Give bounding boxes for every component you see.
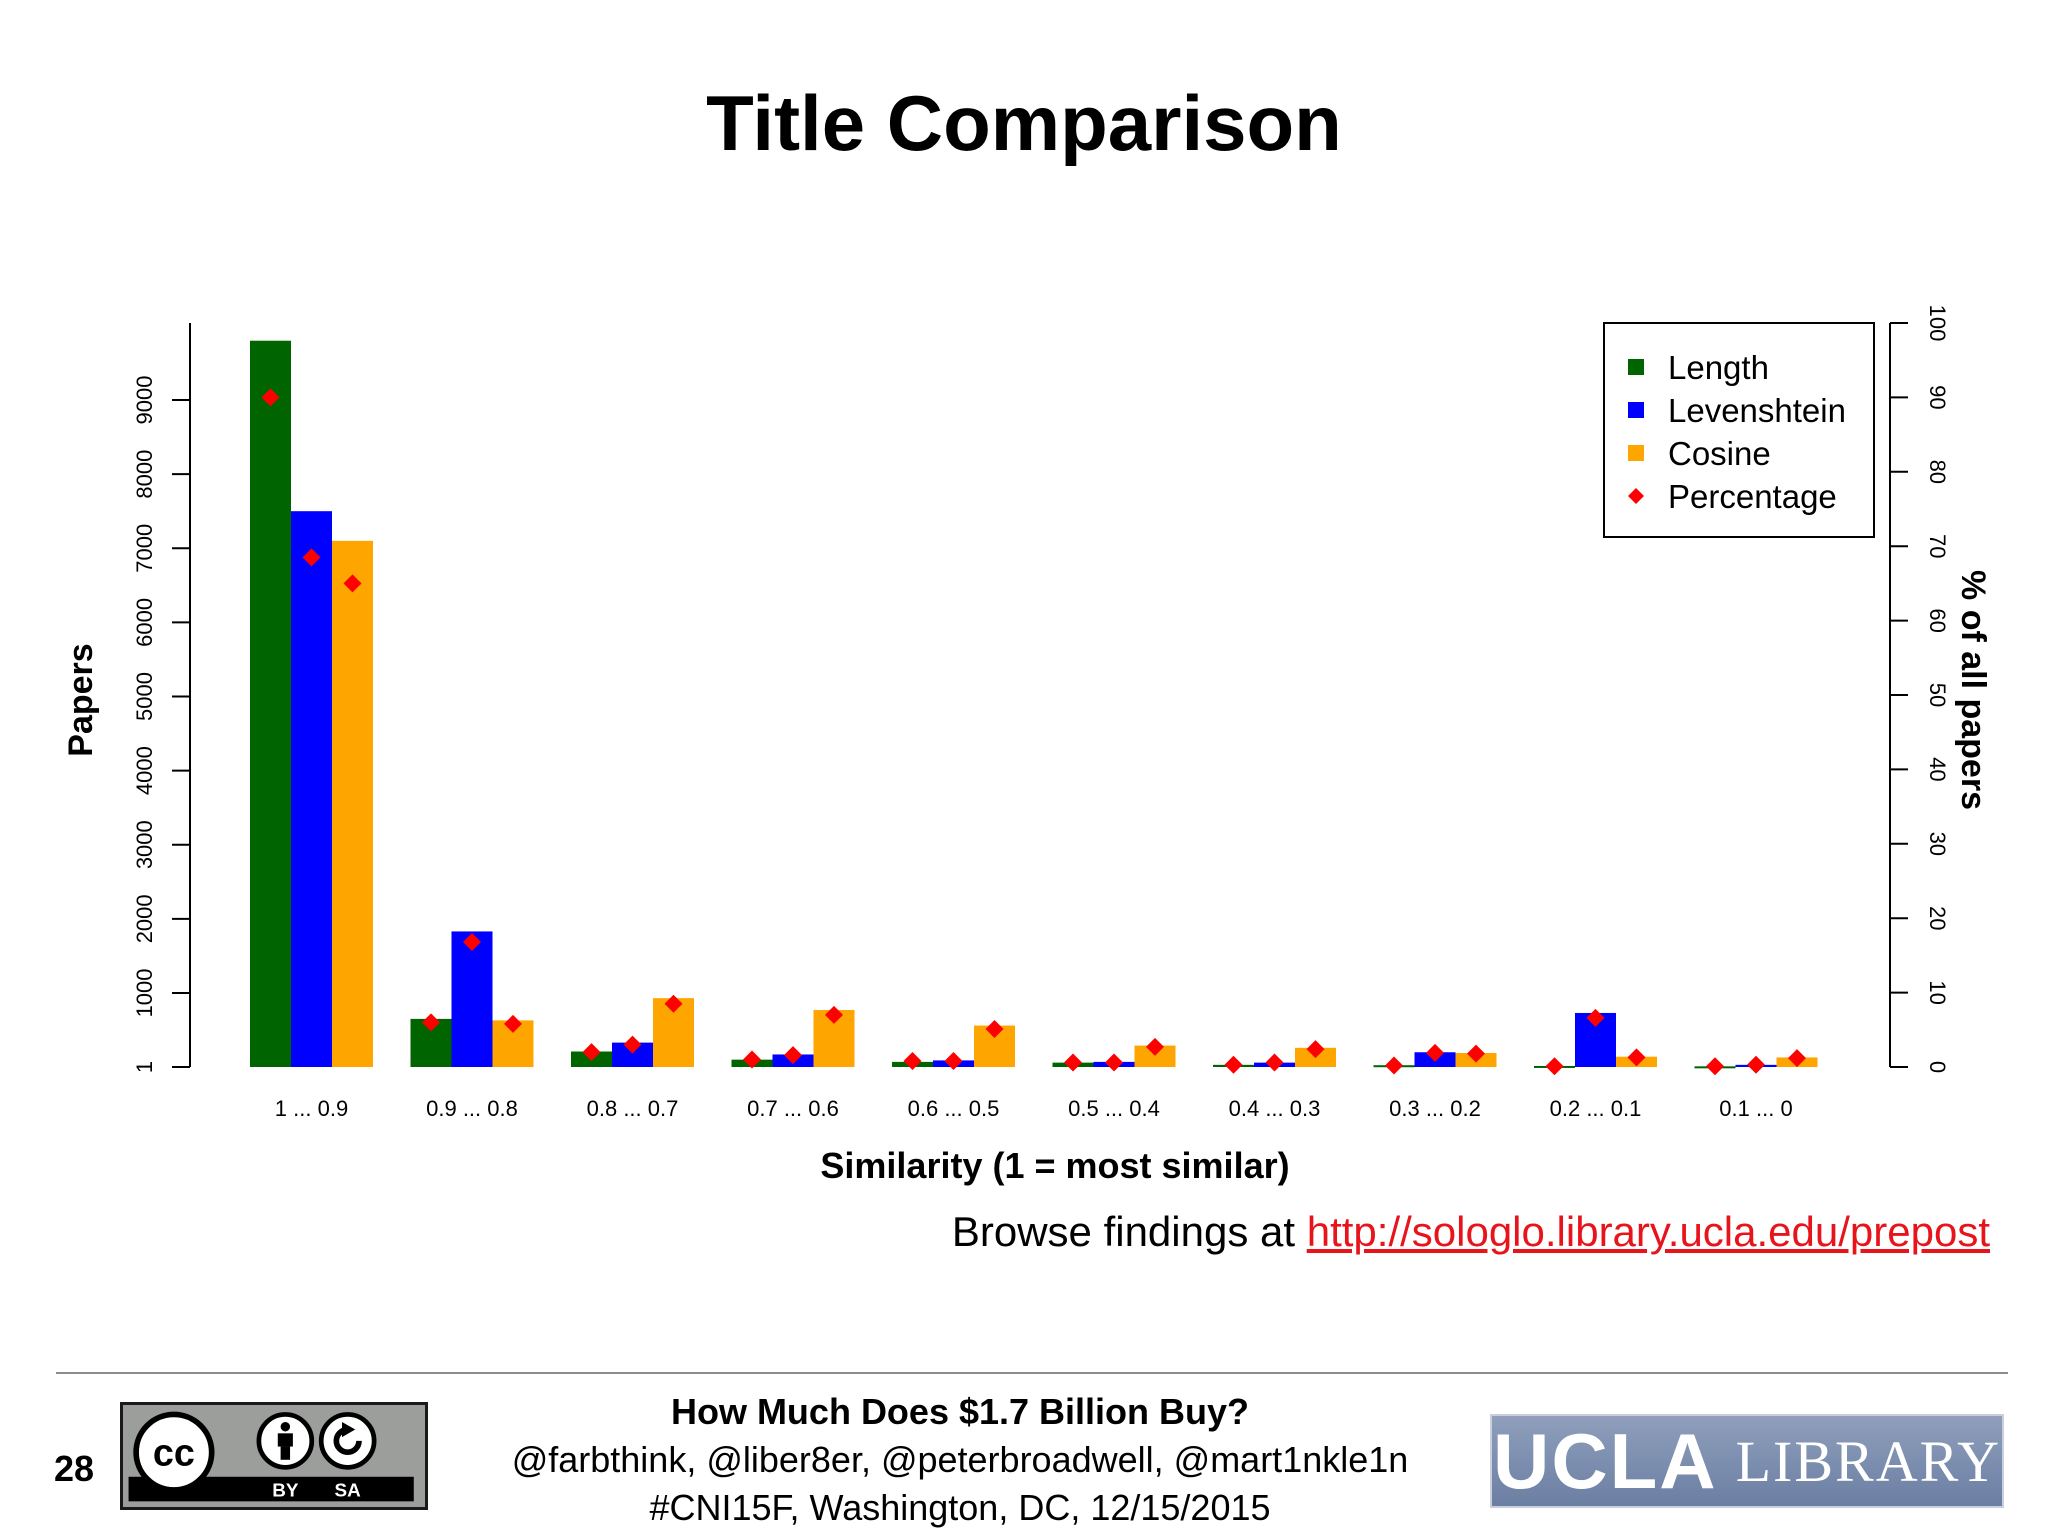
y-tick-label: 4000 xyxy=(132,746,157,795)
percentage-marker xyxy=(1788,1049,1806,1068)
y2-tick-label: 80 xyxy=(1925,460,1950,484)
legend-swatch-length xyxy=(1628,359,1644,375)
percentage-marker xyxy=(1627,1048,1646,1067)
cc-logo-text: cc xyxy=(153,1432,195,1474)
y2-tick-label: 50 xyxy=(1925,683,1950,707)
legend-label: Length xyxy=(1668,349,1769,386)
x-tick-label: 0.8 ... 0.7 xyxy=(587,1096,679,1121)
y-tick-label: 9000 xyxy=(132,376,157,425)
bar-cosine xyxy=(332,540,373,1067)
legend-label: Cosine xyxy=(1668,435,1771,472)
footer-authors: @farbthink, @liber8er, @peterbroadwell, … xyxy=(511,1439,1409,1480)
y2-tick-label: 0 xyxy=(1925,1061,1950,1073)
percentage-marker xyxy=(944,1052,963,1071)
footer-divider xyxy=(56,1372,2008,1374)
y-tick-label: 6000 xyxy=(132,598,157,647)
footer-citation: How Much Does $1.7 Billion Buy? @farbthi… xyxy=(400,1388,1520,1532)
percentage-marker xyxy=(825,1005,843,1024)
footer-talk-title: How Much Does $1.7 Billion Buy? xyxy=(670,1391,1250,1432)
title-comparison-chart: 1100020003000400050006000700080009000Pap… xyxy=(62,305,1992,1186)
percentage-marker xyxy=(1545,1057,1564,1076)
y-axis-title: Papers xyxy=(62,643,100,756)
footer-event: #CNI15F, Washington, DC, 12/15/2015 xyxy=(649,1487,1271,1528)
percentage-marker xyxy=(1306,1040,1325,1059)
ucla-logo-word: UCLA xyxy=(1492,1416,1718,1505)
x-tick-label: 0.4 ... 0.3 xyxy=(1229,1096,1321,1121)
percentage-marker xyxy=(1747,1055,1765,1074)
bar-length xyxy=(250,340,291,1067)
percentage-marker xyxy=(985,1020,1004,1039)
prepost-link[interactable]: http://sologlo.library.ucla.edu/prepost xyxy=(1306,1208,1990,1255)
y2-tick-label: 70 xyxy=(1925,534,1950,558)
legend-label: Levenshtein xyxy=(1668,392,1846,429)
legend-swatch-percentage xyxy=(1628,488,1644,504)
percentage-marker xyxy=(261,388,280,407)
percentage-marker xyxy=(743,1050,761,1069)
y2-tick-label: 90 xyxy=(1925,385,1950,409)
percentage-marker xyxy=(1467,1044,1485,1063)
x-tick-label: 0.9 ... 0.8 xyxy=(426,1096,518,1121)
percentage-marker xyxy=(1385,1056,1403,1075)
x-tick-label: 0.2 ... 0.1 xyxy=(1550,1096,1642,1121)
license-sa-label: SA xyxy=(335,1481,362,1502)
y-tick-label: 1000 xyxy=(132,968,157,1017)
percentage-marker xyxy=(1146,1037,1164,1056)
percentage-marker xyxy=(664,994,683,1013)
percentage-marker xyxy=(1105,1053,1123,1072)
x-tick-label: 0.3 ... 0.2 xyxy=(1389,1096,1481,1121)
license-by-label: BY xyxy=(272,1481,299,1502)
legend-swatch-levenshtein xyxy=(1628,402,1644,418)
percentage-marker xyxy=(463,933,481,952)
x-tick-label: 0.7 ... 0.6 xyxy=(747,1096,839,1121)
legend-swatch-cosine xyxy=(1628,445,1644,461)
x-axis-title: Similarity (1 = most similar) xyxy=(820,1145,1289,1186)
bar-levenshtein xyxy=(451,931,493,1067)
bar-cosine xyxy=(1134,1045,1176,1067)
percentage-marker xyxy=(302,548,321,567)
y2-tick-label: 10 xyxy=(1925,980,1950,1004)
percentage-marker xyxy=(1064,1053,1082,1072)
cc-by-sa-license-badge: cc BY SA xyxy=(120,1402,428,1510)
percentage-marker xyxy=(903,1052,922,1071)
y-tick-label: 8000 xyxy=(132,450,157,499)
percentage-marker xyxy=(343,574,362,593)
percentage-marker xyxy=(784,1046,802,1065)
bar-levenshtein xyxy=(291,511,332,1067)
percentage-marker xyxy=(422,1013,440,1032)
percentage-marker xyxy=(582,1043,601,1062)
percentage-marker xyxy=(1426,1043,1444,1062)
percentage-marker xyxy=(1706,1057,1724,1076)
y-tick-label: 2000 xyxy=(132,894,157,943)
ucla-library-logo: UCLA LIBRARY xyxy=(1490,1414,2004,1508)
slide-title: Title Comparison xyxy=(706,79,1342,167)
percentage-marker xyxy=(1586,1008,1605,1027)
legend-box xyxy=(1603,322,1875,538)
percentage-marker xyxy=(623,1035,642,1054)
x-tick-label: 0.1 ... 0 xyxy=(1719,1096,1792,1121)
y2-axis-title: % of all papers xyxy=(1954,570,1992,810)
library-logo-word: LIBRARY xyxy=(1735,1428,2001,1494)
percentage-marker xyxy=(1224,1055,1243,1074)
browse-findings-line: Browse findings at http://sologlo.librar… xyxy=(952,1208,1990,1256)
percentage-marker xyxy=(504,1014,522,1033)
x-tick-label: 1 ... 0.9 xyxy=(275,1096,348,1121)
cc-logo-icon: cc xyxy=(133,1411,215,1493)
legend-label: Percentage xyxy=(1668,478,1837,515)
y2-tick-label: 40 xyxy=(1925,757,1950,781)
percentage-marker xyxy=(1265,1053,1284,1072)
x-tick-label: 0.6 ... 0.5 xyxy=(908,1096,1000,1121)
y2-tick-label: 100 xyxy=(1925,305,1950,342)
y2-tick-label: 60 xyxy=(1925,608,1950,632)
x-tick-label: 0.5 ... 0.4 xyxy=(1068,1096,1160,1121)
y2-tick-label: 20 xyxy=(1925,906,1950,930)
attribution-person-icon xyxy=(256,1412,315,1470)
y-tick-label: 5000 xyxy=(132,672,157,721)
share-alike-icon xyxy=(318,1412,377,1470)
y-tick-label: 3000 xyxy=(132,820,157,869)
browse-prefix: Browse findings at xyxy=(951,1208,1296,1255)
y-tick-label: 1 xyxy=(132,1061,157,1073)
y2-tick-label: 30 xyxy=(1925,832,1950,856)
y-tick-label: 7000 xyxy=(132,524,157,573)
page-number: 28 xyxy=(54,1448,95,1489)
